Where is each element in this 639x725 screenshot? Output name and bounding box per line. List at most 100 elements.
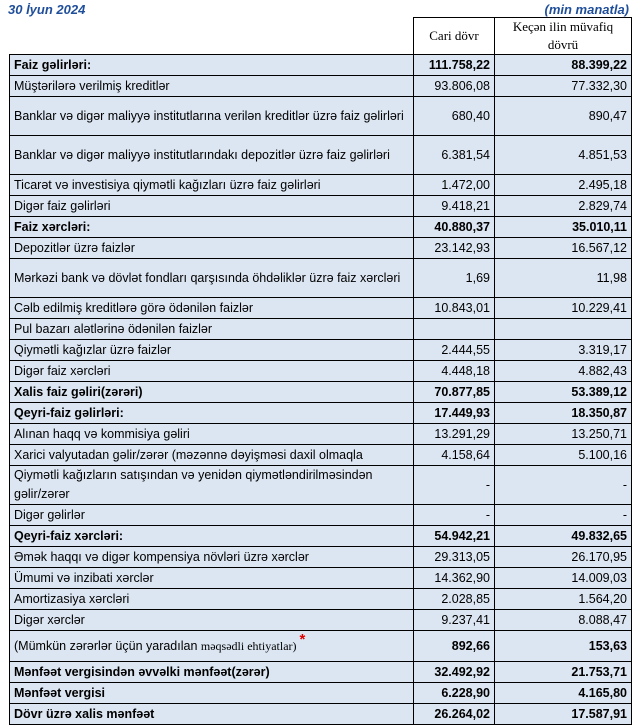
- value-current: 26.264,02: [413, 703, 495, 725]
- row-label: Mənfəət vergisi: [9, 682, 414, 704]
- value-current: 1.472,00: [413, 174, 495, 196]
- value-current: 17.449,93: [413, 402, 495, 424]
- value-previous: 13.250,71: [494, 423, 632, 445]
- row-label: Amortizasiya xərcləri: [9, 588, 414, 610]
- row-label: Qiymətli kağızların satışından və yenidə…: [9, 465, 414, 505]
- value-previous: 35.010,11: [494, 216, 632, 238]
- table-row: Mərkəzi bank və dövlət fondları qarşısın…: [9, 258, 632, 298]
- value-previous: 14.009,03: [494, 567, 632, 589]
- row-label: Banklar və digər maliyyə institutlarında…: [9, 135, 414, 175]
- table-row: Qeyri-faiz xərcləri: 54.942,21 49.832,65: [9, 525, 632, 547]
- row-label: Banklar və digər maliyyə institutlarına …: [9, 96, 414, 136]
- table-row: Qeyri-faiz gəlirləri: 17.449,93 18.350,87: [9, 402, 632, 424]
- table-row: Banklar və digər maliyyə institutlarına …: [9, 96, 632, 136]
- row-label: Qeyri-faiz gəlirləri:: [9, 402, 414, 424]
- row-label: Xarici valyutadan gəlir/zərər (məzənnə d…: [9, 444, 414, 466]
- value-current: 1,69: [413, 258, 495, 298]
- table-row: Amortizasiya xərcləri 2.028,85 1.564,20: [9, 588, 632, 610]
- value-current: 10.843,01: [413, 297, 495, 319]
- value-previous: 4.882,43: [494, 360, 632, 382]
- table-row: Mənfəət vergisi 6.228,90 4.165,80: [9, 682, 632, 704]
- value-previous: 21.753,71: [494, 661, 632, 683]
- value-current: 13.291,29: [413, 423, 495, 445]
- value-current: 9.237,41: [413, 609, 495, 631]
- table-row: Depozitlər üzrə faizlər 23.142,93 16.567,1…: [9, 237, 632, 259]
- value-previous: 4.165,80: [494, 682, 632, 704]
- table-row: Faiz gəlirləri: 111.758,22 88.399,22: [9, 54, 632, 76]
- value-current: 4.158,64: [413, 444, 495, 466]
- row-label: Qiymətli kağızlar üzrə faizlər: [9, 339, 414, 361]
- value-previous: [494, 318, 632, 340]
- table-row: Müştərilərə verilmiş kreditlər 93.806,08 7…: [9, 75, 632, 97]
- value-previous: 53.389,12: [494, 381, 632, 403]
- value-previous: -: [494, 504, 632, 526]
- header-previous-period: Keçən ilin müvafiq dövrü: [494, 17, 632, 55]
- value-previous: 77.332,30: [494, 75, 632, 97]
- row-label: Cəlb edilmiş kreditlərə görə ödənilən fa…: [9, 297, 414, 319]
- value-current: 23.142,93: [413, 237, 495, 259]
- value-current: 54.942,21: [413, 525, 495, 547]
- value-current: 6.228,90: [413, 682, 495, 704]
- value-current: 29.313,05: [413, 546, 495, 568]
- value-current: 93.806,08: [413, 75, 495, 97]
- value-previous: 5.100,16: [494, 444, 632, 466]
- table-row: Faiz xərcləri: 40.880,37 35.010,11: [9, 216, 632, 238]
- value-current: -: [413, 465, 495, 505]
- table-row: Əmək haqqı və digər kompensiya növləri ü…: [9, 546, 632, 568]
- income-statement-table: Cari dövr Keçən ilin müvafiq dövrü Faiz …: [9, 17, 632, 725]
- value-current: 6.381,54: [413, 135, 495, 175]
- row-label: Pul bazarı alətlərinə ödənilən faizlər: [9, 318, 414, 340]
- value-current: 70.877,85: [413, 381, 495, 403]
- row-label: Ticarət və investisiya qiymətli kağızlar…: [9, 174, 414, 196]
- value-previous: 16.567,12: [494, 237, 632, 259]
- value-previous: 890,47: [494, 96, 632, 136]
- row-label: Xalis faiz gəliri(zərəri): [9, 381, 414, 403]
- value-previous: 17.587,91: [494, 703, 632, 725]
- value-previous: 10.229,41: [494, 297, 632, 319]
- table-row: (Mümkün zərərlər üçün yaradılan məqsədli…: [9, 630, 632, 662]
- row-label: Alınan haqq və kommisiya gəliri: [9, 423, 414, 445]
- table-row: Digər gəlirlər - -: [9, 504, 632, 526]
- row-label: Faiz gəlirləri:: [9, 54, 414, 76]
- value-previous: -: [494, 465, 632, 505]
- row-label: Digər gəlirlər: [9, 504, 414, 526]
- row-label: Mənfəət vergisindən əvvəlki mənfəət(zərə…: [9, 661, 414, 683]
- value-previous: 88.399,22: [494, 54, 632, 76]
- row-label: Əmək haqqı və digər kompensiya növləri ü…: [9, 546, 414, 568]
- unit-label: (min manatla): [544, 2, 629, 17]
- value-current: 40.880,37: [413, 216, 495, 238]
- table-row: Dövr üzrə xalis mənfəət 26.264,02 17.587,9…: [9, 703, 632, 725]
- value-previous: 3.319,17: [494, 339, 632, 361]
- value-current: [413, 318, 495, 340]
- table-row: Digər faiz xərcləri 4.448,18 4.882,43: [9, 360, 632, 382]
- report-date: 30 İyun 2024: [8, 2, 86, 17]
- value-previous: 2.829,74: [494, 195, 632, 217]
- table-row: Digər xərclər 9.237,41 8.088,47: [9, 609, 632, 631]
- value-previous: 18.350,87: [494, 402, 632, 424]
- table-row: Xalis faiz gəliri(zərəri) 70.877,85 53.389…: [9, 381, 632, 403]
- header-current-period: Cari dövr: [413, 17, 495, 55]
- row-label: Qeyri-faiz xərcləri:: [9, 525, 414, 547]
- table-row: Pul bazarı alətlərinə ödənilən faizlər: [9, 318, 632, 340]
- value-previous: 4.851,53: [494, 135, 632, 175]
- table-row: Banklar və digər maliyyə institutlarında…: [9, 135, 632, 175]
- row-label: Ümumi və inzibati xərclər: [9, 567, 414, 589]
- row-label: Faiz xərcləri:: [9, 216, 414, 238]
- value-current: -: [413, 504, 495, 526]
- label-part-serif: məqsədli ehtiyatlar): [200, 638, 297, 653]
- table-row: Cəlb edilmiş kreditlərə görə ödənilən fa…: [9, 297, 632, 319]
- value-current: 9.418,21: [413, 195, 495, 217]
- value-previous: 153,63: [494, 630, 632, 662]
- label-part: (Mümkün zərərlər üçün yaradılan: [14, 638, 201, 653]
- table-row: Ümumi və inzibati xərclər 14.362,90 14.009…: [9, 567, 632, 589]
- row-label: Digər faiz gəlirləri: [9, 195, 414, 217]
- table-row: Qiymətli kağızların satışından və yenidə…: [9, 465, 632, 505]
- table-row: Alınan haqq və kommisiya gəliri 13.291,29…: [9, 423, 632, 445]
- value-current: 111.758,22: [413, 54, 495, 76]
- table-row: Ticarət və investisiya qiymətli kağızlar…: [9, 174, 632, 196]
- value-current: 14.362,90: [413, 567, 495, 589]
- value-previous: 26.170,95: [494, 546, 632, 568]
- row-label: Digər faiz xərcləri: [9, 360, 414, 382]
- table-row: Xarici valyutadan gəlir/zərər (məzənnə d…: [9, 444, 632, 466]
- row-label: Dövr üzrə xalis mənfəət: [9, 703, 414, 725]
